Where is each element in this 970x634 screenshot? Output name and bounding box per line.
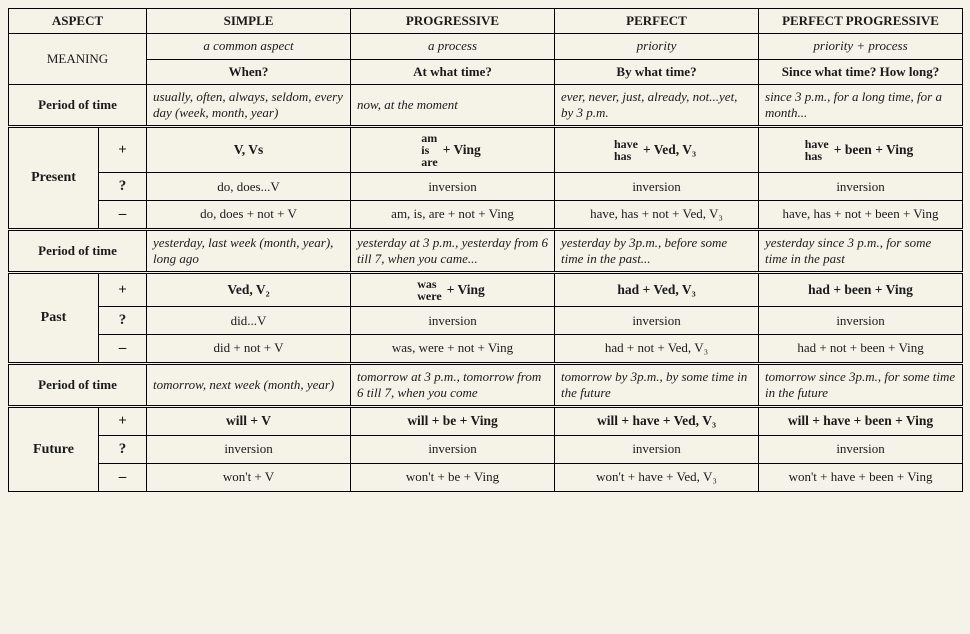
present-label: Present [9,127,99,230]
present-neg-perfprog: have, has + not + been + Ving [759,201,963,230]
q-perfect: By what time? [555,59,759,84]
hdr-progressive: PROGRESSIVE [351,9,555,34]
sign-neg: – [99,463,147,491]
past-period-progressive: yesterday at 3 p.m., yesterday from 6 ti… [351,229,555,273]
meaning-simple: a common aspect [147,34,351,59]
period-label: Period of time [9,229,147,273]
past-q-progressive: inversion [351,307,555,335]
present-pos-perfprog: havehas+ been + Ving [759,127,963,173]
sign-neg: – [99,335,147,364]
past-pos-row: Past + Ved, V₂ waswere+ Ving had + Ved, … [9,273,963,307]
period-label: Period of time [9,84,147,127]
q-progressive: At what time? [351,59,555,84]
present-neg-row: – do, does + not + V am, is, are + not +… [9,201,963,230]
past-pos-simple: Ved, V₂ [147,273,351,307]
past-neg-progressive: was, were + not + Ving [351,335,555,364]
past-period-perfect: yesterday by 3p.m., before some time in … [555,229,759,273]
present-period-row: Period of time usually, often, always, s… [9,84,963,127]
tense-table: ASPECT SIMPLE PROGRESSIVE PERFECT PERFEC… [8,8,963,492]
present-neg-simple: do, does + not + V [147,201,351,230]
meaning-row-1: MEANING a common aspect a process priori… [9,34,963,59]
future-q-simple: inversion [147,436,351,464]
meaning-label: MEANING [9,34,147,85]
future-q-progressive: inversion [351,436,555,464]
past-neg-row: – did + not + V was, were + not + Ving h… [9,335,963,364]
future-pos-perfprog: will + have + been + Ving [759,407,963,436]
past-label: Past [9,273,99,364]
present-period-perfprog: since 3 p.m., for a long time, for a mon… [759,84,963,127]
future-neg-progressive: won't + be + Ving [351,463,555,491]
past-neg-simple: did + not + V [147,335,351,364]
present-pos-row: Present + V, Vs amisare+ Ving havehas+ V… [9,127,963,173]
future-period-progressive: tomorrow at 3 p.m., tomorrow from 6 till… [351,363,555,407]
sign-q: ? [99,436,147,464]
future-neg-perfect: won't + have + Ved, V₃ [555,463,759,491]
past-q-simple: did...V [147,307,351,335]
future-period-perfect: tomorrow by 3p.m., by some time in the f… [555,363,759,407]
meaning-progressive: a process [351,34,555,59]
sign-pos: + [99,407,147,436]
period-label: Period of time [9,363,147,407]
past-period-simple: yesterday, last week (month, year), long… [147,229,351,273]
sign-neg: – [99,201,147,230]
future-q-perfprog: inversion [759,436,963,464]
future-period-row: Period of time tomorrow, next week (mont… [9,363,963,407]
present-neg-perfect: have, has + not + Ved, V₃ [555,201,759,230]
sign-pos: + [99,273,147,307]
future-period-simple: tomorrow, next week (month, year) [147,363,351,407]
future-pos-progressive: will + be + Ving [351,407,555,436]
past-q-perfect: inversion [555,307,759,335]
present-pos-simple: V, Vs [147,127,351,173]
future-period-perfprog: tomorrow since 3p.m., for some time in t… [759,363,963,407]
meaning-perfprog: priority + process [759,34,963,59]
past-neg-perfprog: had + not + been + Ving [759,335,963,364]
future-pos-simple: will + V [147,407,351,436]
sign-q: ? [99,307,147,335]
present-period-perfect: ever, never, just, already, not...yet, b… [555,84,759,127]
past-neg-perfect: had + not + Ved, V₃ [555,335,759,364]
present-q-row: ? do, does...V inversion inversion inver… [9,173,963,201]
hdr-simple: SIMPLE [147,9,351,34]
future-neg-perfprog: won't + have + been + Ving [759,463,963,491]
present-pos-perfect: havehas+ Ved, V₃ [555,127,759,173]
past-pos-perfprog: had + been + Ving [759,273,963,307]
future-neg-simple: won't + V [147,463,351,491]
sign-pos: + [99,127,147,173]
past-pos-progressive: waswere+ Ving [351,273,555,307]
q-perfprog: Since what time? How long? [759,59,963,84]
past-q-row: ? did...V inversion inversion inversion [9,307,963,335]
present-q-perfect: inversion [555,173,759,201]
sign-q: ? [99,173,147,201]
header-row: ASPECT SIMPLE PROGRESSIVE PERFECT PERFEC… [9,9,963,34]
future-pos-perfect: will + have + Ved, V₃ [555,407,759,436]
present-period-progressive: now, at the moment [351,84,555,127]
meaning-row-2: When? At what time? By what time? Since … [9,59,963,84]
hdr-aspect: ASPECT [9,9,147,34]
q-simple: When? [147,59,351,84]
past-q-perfprog: inversion [759,307,963,335]
future-q-perfect: inversion [555,436,759,464]
past-period-row: Period of time yesterday, last week (mon… [9,229,963,273]
future-q-row: ? inversion inversion inversion inversio… [9,436,963,464]
meaning-perfect: priority [555,34,759,59]
present-q-simple: do, does...V [147,173,351,201]
hdr-perfprog: PERFECT PROGRESSIVE [759,9,963,34]
future-neg-row: – won't + V won't + be + Ving won't + ha… [9,463,963,491]
present-q-progressive: inversion [351,173,555,201]
future-pos-row: Future + will + V will + be + Ving will … [9,407,963,436]
hdr-perfect: PERFECT [555,9,759,34]
past-pos-perfect: had + Ved, V₃ [555,273,759,307]
present-pos-progressive: amisare+ Ving [351,127,555,173]
present-period-simple: usually, often, always, seldom, every da… [147,84,351,127]
present-q-perfprog: inversion [759,173,963,201]
present-neg-progressive: am, is, are + not + Ving [351,201,555,230]
future-label: Future [9,407,99,491]
past-period-perfprog: yesterday since 3 p.m., for some time in… [759,229,963,273]
